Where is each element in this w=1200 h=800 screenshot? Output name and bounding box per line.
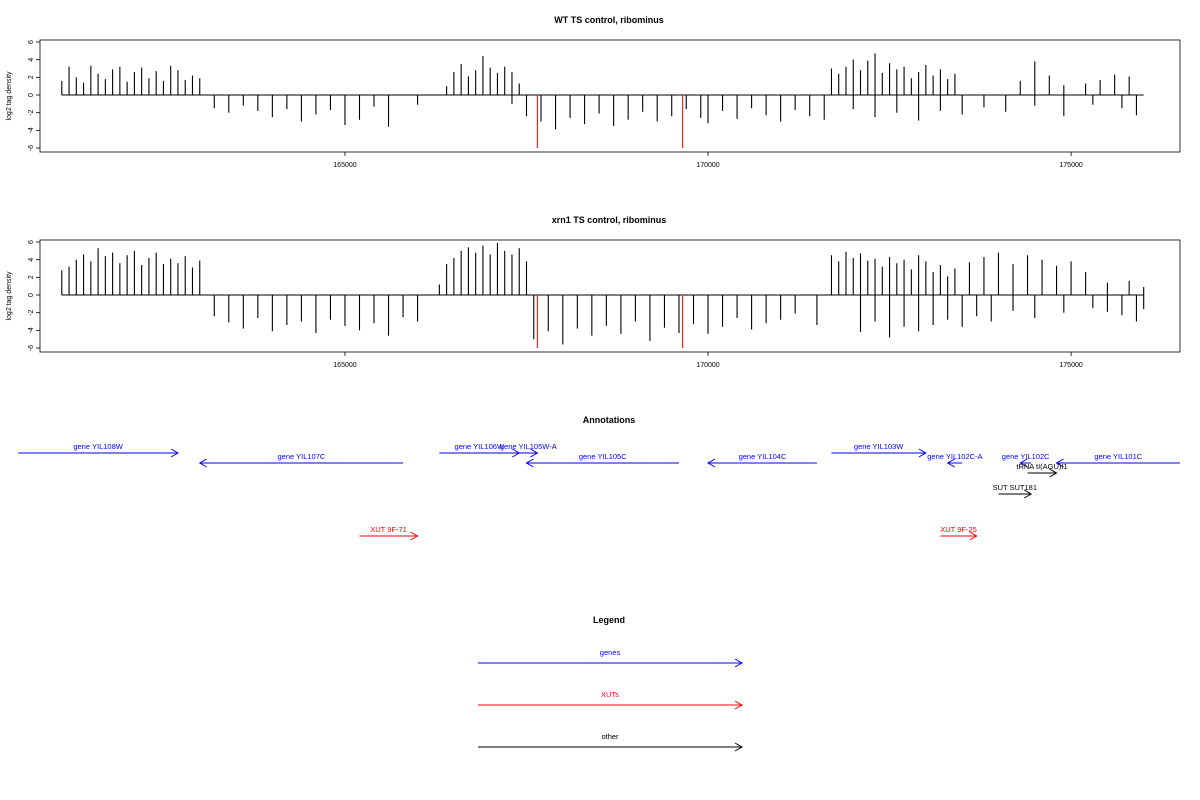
feature-arrowhead: [170, 448, 179, 458]
xrn1-y-tick-label: 4: [28, 258, 35, 262]
xrn1-y-axis-label: log2 tag density: [6, 271, 13, 321]
wt-y-tick-label: -6: [28, 145, 35, 151]
legend-items: genes XUTs other: [478, 648, 744, 752]
wt-track-title: WT TS control, ribominus: [554, 15, 664, 25]
legend-arrowhead: [734, 658, 744, 668]
feature-arrowhead: [918, 448, 927, 458]
wt-x-axis: 165000 170000 175000: [333, 152, 1083, 169]
legend-panel: Legend genes XUTs other: [478, 615, 744, 752]
wt-y-axis: 6 4 2 0 -2 -4 -6: [28, 40, 40, 151]
xrn1-x-tick-label: 165000: [333, 362, 356, 369]
xrn1-plot-frame: [39, 239, 1181, 353]
xrn1-y-tick-label: -4: [28, 327, 35, 333]
xrn1-track-title: xrn1 TS control, ribominus: [552, 215, 667, 225]
wt-bars: [61, 53, 1144, 148]
feature-arrowhead: [530, 448, 539, 458]
feature-label: tRNA tI(AGU)I1: [1016, 462, 1067, 471]
wt-y-tick-label: 0: [28, 93, 35, 97]
wt-y-tick-label: 2: [28, 75, 35, 79]
annotation-feature: gene YIL107C: [198, 452, 404, 468]
annotation-feature: gene YIL108W: [18, 442, 179, 458]
feature-arrowhead: [707, 458, 716, 468]
feature-label: gene YIL102C: [1002, 452, 1050, 461]
feature-arrowhead: [198, 458, 207, 468]
legend-label: other: [601, 732, 619, 741]
feature-label: gene YIL108W: [73, 442, 123, 451]
annotation-feature: tRNA tI(AGU)I1: [1016, 462, 1068, 478]
wt-y-tick-label: -2: [28, 109, 35, 115]
wt-x-tick-label: 170000: [696, 162, 719, 169]
feature-label: gene YIL102C-A: [927, 452, 982, 461]
xrn1-y-tick-label: 6: [28, 240, 35, 244]
feature-arrowhead: [1049, 468, 1058, 478]
legend-label: XUTs: [601, 690, 619, 699]
feature-label: gene YIL105W-A: [500, 442, 557, 451]
xrn1-x-tick-label: 175000: [1059, 362, 1082, 369]
feature-label: XUT 9F-71: [370, 525, 407, 534]
feature-arrowhead: [1055, 458, 1064, 468]
feature-label: gene YIL105C: [579, 452, 627, 461]
feature-label: SUT SUT181: [993, 483, 1037, 492]
feature-arrowhead: [1023, 489, 1033, 499]
annotation-feature: XUT 9F-71: [359, 525, 419, 541]
wt-plot-frame: [39, 39, 1181, 153]
annotation-feature: gene YIL102C-A: [927, 452, 983, 468]
wt-x-tick-label: 175000: [1059, 162, 1082, 169]
feature-label: gene YIL101C: [1094, 452, 1142, 461]
annotation-feature: gene YIL101C: [1055, 452, 1180, 468]
annotation-feature: gene YIL105W-A: [500, 442, 557, 458]
feature-arrowhead: [969, 531, 978, 541]
xrn1-y-axis: 6 4 2 0 -2 -4 -6: [28, 240, 40, 351]
wt-y-tick-label: 4: [28, 58, 35, 62]
feature-label: gene YIL103W: [854, 442, 904, 451]
feature-label: gene YIL107C: [277, 452, 325, 461]
feature-label: gene YIL104C: [739, 452, 787, 461]
legend-item-xuts: XUTs: [478, 690, 744, 710]
feature-arrowhead: [946, 458, 955, 468]
legend-arrowhead: [734, 742, 744, 752]
xrn1-x-tick-label: 170000: [696, 362, 719, 369]
annotations-panel: Annotations gene YIL108W gene YIL107C gene…: [18, 415, 1180, 541]
feature-arrowhead: [525, 458, 534, 468]
xrn1-x-axis: 165000 170000 175000: [333, 352, 1083, 369]
annotation-feature: SUT SUT181: [993, 483, 1037, 499]
annotations-title: Annotations: [583, 415, 636, 425]
feature-arrowhead: [410, 531, 419, 541]
wt-y-axis-label: log2 tag density: [6, 71, 13, 121]
feature-label: XUT 9F-25: [940, 525, 977, 534]
wt-y-tick-label: 6: [28, 40, 35, 44]
annotation-feature: gene YIL102C: [1002, 452, 1050, 468]
legend-arrowhead: [734, 700, 744, 710]
annotation-feature: gene YIL103W: [831, 442, 927, 458]
legend-label: genes: [600, 648, 621, 657]
annotation-feature: gene YIL104C: [707, 452, 817, 468]
xrn1-y-tick-label: 2: [28, 275, 35, 279]
xrn1-y-tick-label: -6: [28, 345, 35, 351]
xrn1-bars: [61, 242, 1145, 348]
legend-item-other: other: [478, 732, 744, 752]
xrn1-y-tick-label: 0: [28, 293, 35, 297]
feature-arrowhead: [1019, 458, 1028, 468]
feature-label: gene YIL106W: [455, 442, 505, 451]
legend-title: Legend: [593, 615, 625, 625]
xrn1-y-tick-label: -2: [28, 309, 35, 315]
annotation-feature: XUT 9F-25: [940, 525, 978, 541]
wt-y-tick-label: -4: [28, 127, 35, 133]
legend-item-genes: genes: [478, 648, 744, 668]
wt-track-panel: WT TS control, ribominus log2 tag densit…: [6, 15, 1181, 169]
xrn1-track-panel: xrn1 TS control, ribominus log2 tag dens…: [6, 215, 1181, 369]
annotation-feature: gene YIL105C: [525, 452, 679, 468]
wt-x-tick-label: 165000: [333, 162, 356, 169]
